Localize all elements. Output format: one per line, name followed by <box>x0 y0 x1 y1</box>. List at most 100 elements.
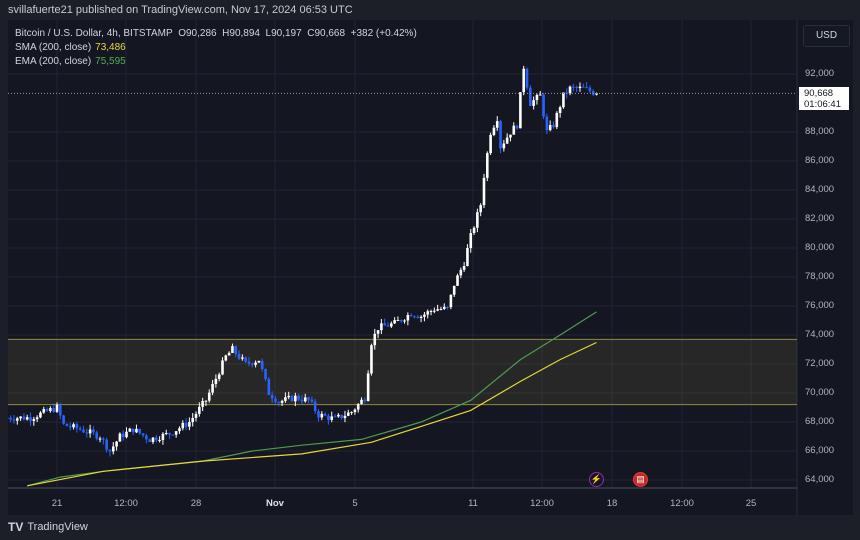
us-flag-icon[interactable]: ▤ <box>633 472 648 487</box>
support-zone <box>8 339 797 405</box>
candle-up <box>376 330 380 334</box>
candle-up <box>512 125 516 135</box>
candle-up <box>330 416 334 420</box>
candle-up <box>393 320 396 324</box>
lightning-icon[interactable]: ⚡ <box>589 472 604 487</box>
candle-down <box>75 424 79 429</box>
candle-up <box>568 86 572 94</box>
candle-down <box>9 417 12 420</box>
candle-up <box>257 360 261 363</box>
candle-down <box>267 378 271 396</box>
candle-up <box>254 362 257 365</box>
candle-down <box>250 363 254 365</box>
candle-down <box>545 116 549 131</box>
candle-down <box>581 86 585 88</box>
sma-value: 73,486 <box>95 42 126 53</box>
candle-up <box>522 68 526 93</box>
candle-down <box>386 325 390 327</box>
y-tick-label: 80,000 <box>805 242 835 253</box>
y-tick-label: 72,000 <box>805 358 835 369</box>
sma-label: SMA (200, close) <box>15 42 92 53</box>
candle-down <box>85 432 89 434</box>
candle-up <box>217 374 221 379</box>
candle-up <box>459 269 463 276</box>
candle-up <box>350 412 353 414</box>
candle-up <box>115 441 118 447</box>
chart-pane[interactable] <box>8 20 853 515</box>
candle-up <box>19 416 22 419</box>
candle-up <box>442 306 446 309</box>
candle-down <box>416 316 420 318</box>
candle-up <box>356 404 360 410</box>
candle-up <box>433 310 436 312</box>
y-tick-label: 76,000 <box>805 300 835 311</box>
x-tick-label: 5 <box>352 498 358 509</box>
tv-logo-icon: TV <box>8 520 24 534</box>
candle-up <box>55 404 59 412</box>
candle-down <box>145 435 148 440</box>
candle-up <box>469 233 473 248</box>
candle-down <box>131 428 135 433</box>
candle-up <box>403 320 406 322</box>
symbol-title[interactable]: Bitcoin / U.S. Dollar, 4h, BITSTAMP <box>15 28 173 39</box>
candle-down <box>300 399 304 402</box>
candle-down <box>277 402 281 404</box>
y-tick-label: 64,000 <box>805 474 835 485</box>
candle-up <box>287 395 290 398</box>
candle-up <box>294 395 297 402</box>
x-tick-label: 18 <box>606 498 618 509</box>
candle-down <box>585 87 588 89</box>
candle-up <box>111 446 115 452</box>
candle-up <box>284 397 287 401</box>
candle-up <box>128 428 132 432</box>
candle-up <box>476 212 479 228</box>
candle-up <box>578 86 582 89</box>
candle-up <box>366 373 370 401</box>
candle-down <box>323 413 327 416</box>
candle-up <box>35 417 39 420</box>
ema-row[interactable]: EMA (200, close) 75,595 <box>15 55 417 69</box>
candle-up <box>390 323 393 327</box>
price-chart[interactable] <box>8 20 853 515</box>
x-tick-label: Nov <box>266 498 284 509</box>
candle-down <box>333 416 337 418</box>
candle-up <box>221 360 224 375</box>
y-tick-label: 84,000 <box>805 184 835 195</box>
candle-down <box>68 426 72 428</box>
candle-down <box>29 417 32 421</box>
candle-down <box>148 439 151 443</box>
candle-up <box>456 275 459 286</box>
y-tick-label: 68,000 <box>805 416 835 427</box>
candle-up <box>489 134 492 154</box>
x-tick-label: 21 <box>51 498 63 509</box>
x-tick-label: 25 <box>745 498 757 509</box>
high-value: H90,894 <box>222 28 260 39</box>
candle-down <box>383 323 386 326</box>
candle-down <box>446 306 449 308</box>
candle-down <box>575 87 578 89</box>
x-tick-label: 12:00 <box>530 498 554 509</box>
sma-row[interactable]: SMA (200, close) 73,486 <box>15 41 417 55</box>
candle-up <box>280 400 284 403</box>
candle-down <box>82 429 85 433</box>
candle-up <box>174 431 178 435</box>
tradingview-logo[interactable]: TV TradingView <box>8 520 88 534</box>
y-tick-label: 86,000 <box>805 155 835 166</box>
ema-value: 75,595 <box>95 56 126 67</box>
candle-up <box>211 383 214 393</box>
candle-up <box>337 414 340 417</box>
candle-up <box>204 400 208 402</box>
currency-button[interactable]: USD <box>803 25 850 47</box>
candle-down <box>310 399 314 402</box>
candle-up <box>241 357 244 359</box>
bar-countdown: 01:06:41 <box>804 99 841 110</box>
candle-up <box>178 428 181 432</box>
candle-up <box>42 409 46 413</box>
candle-up <box>486 153 489 178</box>
candle-up <box>509 134 512 138</box>
candle-up <box>231 346 234 353</box>
candle-down <box>525 68 529 88</box>
candle-up <box>303 397 307 402</box>
candle-down <box>12 419 16 421</box>
candle-down <box>138 428 142 434</box>
